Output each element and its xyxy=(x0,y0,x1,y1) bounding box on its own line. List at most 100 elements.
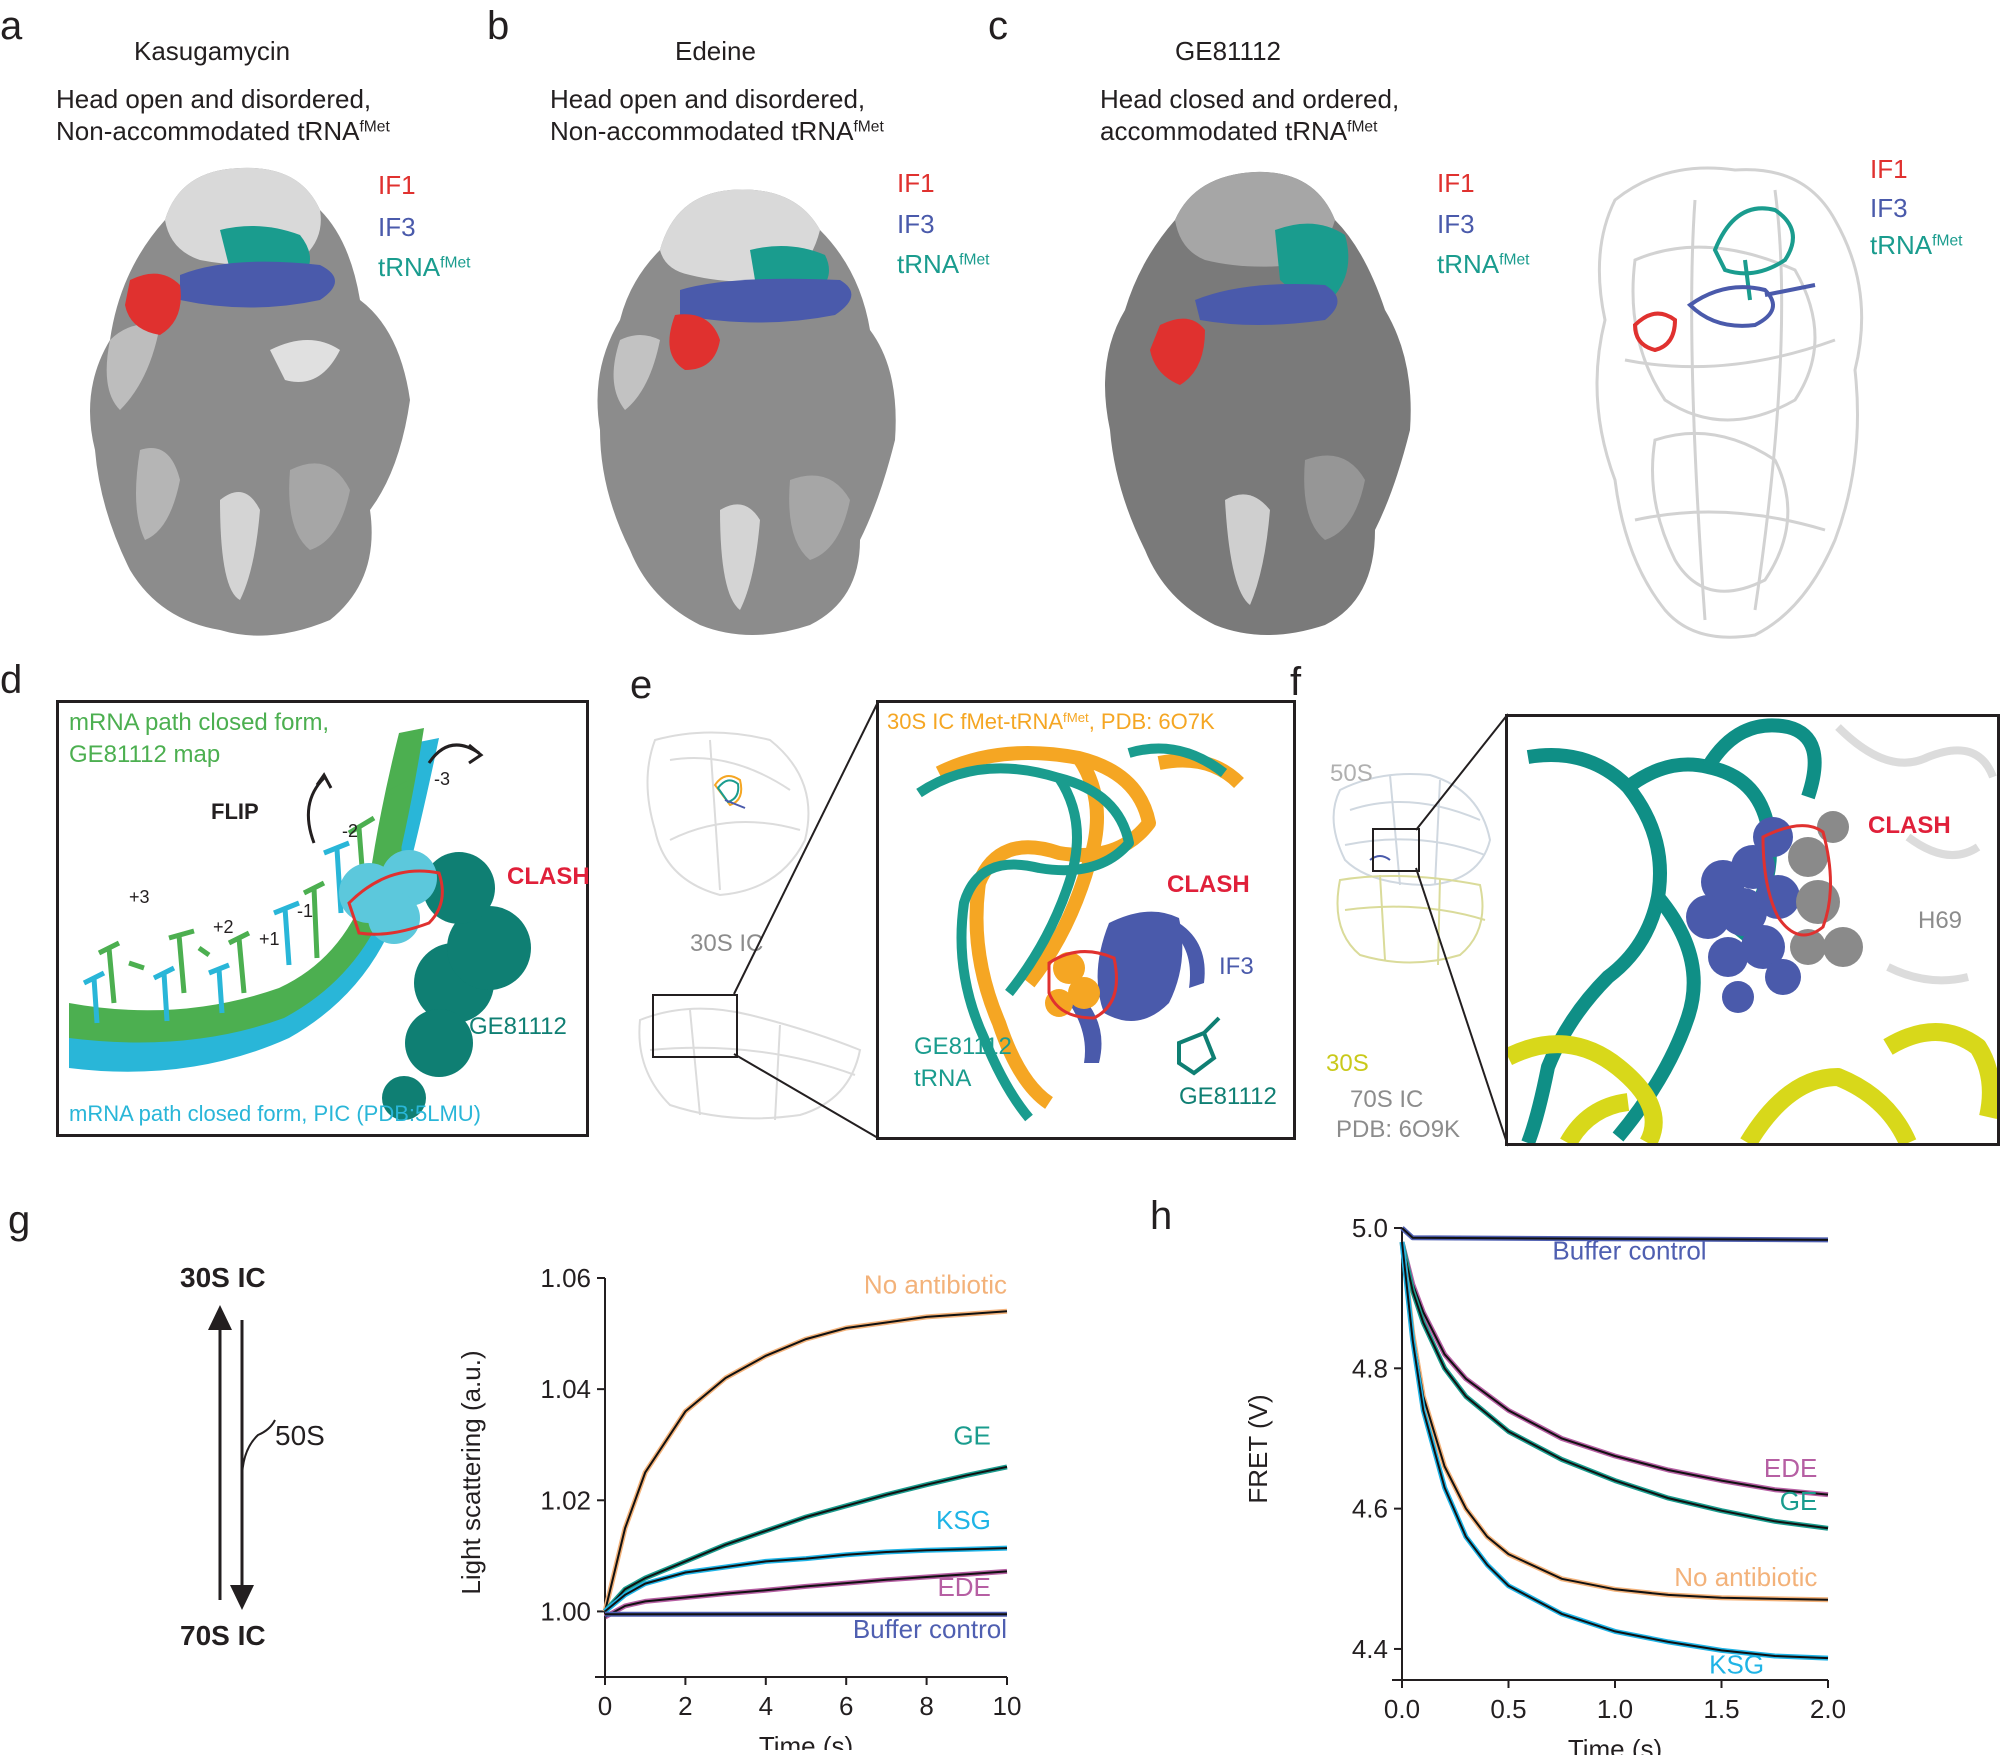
y-tick-label: 1.06 xyxy=(540,1263,591,1293)
fit-line-ksg xyxy=(1401,1241,1829,1660)
panel-a-density-map xyxy=(90,167,410,636)
fit-line-no-antibiotic xyxy=(604,1310,1008,1612)
panel-a-if1-label: IF1 xyxy=(378,170,416,200)
series-line-no-antibiotic xyxy=(602,1308,1008,1612)
panel-g-top-label: 30S IC xyxy=(180,1262,266,1293)
x-tick-label: 2 xyxy=(678,1691,692,1721)
panel-c-trna-label: tRNAfMet xyxy=(1437,249,1530,279)
x-axis-label: Time (s) xyxy=(1568,1734,1662,1755)
panel-e-zoom-box xyxy=(652,994,738,1058)
x-tick-label: 0.0 xyxy=(1384,1694,1420,1724)
panel-b-line2: Non-accommodated tRNAfMet xyxy=(550,116,884,146)
series-line-ksg xyxy=(1399,1241,1829,1661)
x-tick-label: 10 xyxy=(993,1691,1022,1721)
panel-e-ge-trna-label-2: tRNA xyxy=(914,1065,972,1092)
panel-b-density-map xyxy=(597,189,896,635)
panel-e-box: 30S IC fMet-tRNAfMet, PDB: 6O7K CLASH IF… xyxy=(876,700,1296,1140)
panel-e-if3-label: IF3 xyxy=(1219,953,1254,980)
panel-a-if3-label: IF3 xyxy=(378,212,416,242)
panel-c-if3-label: IF3 xyxy=(1437,209,1475,239)
panel-f-30s-label: 30S xyxy=(1326,1050,1369,1077)
panel-b-trna-label: tRNAfMet xyxy=(897,249,990,279)
x-tick-label: 4 xyxy=(759,1691,773,1721)
panel-c-title: GE81112 xyxy=(1175,36,1282,66)
series-label-ge: GE xyxy=(953,1421,991,1451)
panel-d-pos-n3: -3 xyxy=(434,769,451,789)
panel-d-flip-label: FLIP xyxy=(211,799,259,824)
panel-d-pos-p2: +2 xyxy=(213,917,234,937)
y-tick-label: 4.6 xyxy=(1352,1494,1388,1524)
panel-c-line1: Head closed and ordered, xyxy=(1100,84,1400,114)
y-axis-label: Light scattering (a.u.) xyxy=(456,1350,486,1594)
y-tick-label: 4.8 xyxy=(1352,1353,1388,1383)
panel-e-ge-trna-label-1: GE81112 xyxy=(914,1033,1012,1060)
panel-b-line1: Head open and disordered, xyxy=(550,84,866,114)
panel-e-letter: e xyxy=(630,663,653,707)
panel-f-70s-ic-label: 70S IC xyxy=(1350,1086,1424,1113)
panel-f-zoom-box xyxy=(1372,828,1420,872)
x-tick-label: 2.0 xyxy=(1810,1694,1845,1724)
panel-c-letter: c xyxy=(988,4,1008,48)
panel-f-50s-label: 50S xyxy=(1330,760,1373,787)
y-tick-label: 1.00 xyxy=(540,1596,591,1626)
panel-c-ribbon-if1-label: IF1 xyxy=(1870,154,1908,184)
panel-e-ge-label: GE81112 xyxy=(1179,1083,1277,1110)
x-tick-label: 6 xyxy=(839,1691,853,1721)
panel-e-30s-ic-label: 30S IC xyxy=(690,930,764,957)
series-label-buffer-control: Buffer control xyxy=(853,1614,1007,1644)
panel-d-pos-p3: +3 xyxy=(129,887,150,907)
panel-c-ribbon-if3-label: IF3 xyxy=(1870,193,1908,223)
panel-e-trna-overlay xyxy=(916,743,1244,1122)
x-tick-label: 0.5 xyxy=(1490,1694,1526,1724)
fit-line-ede xyxy=(604,1570,1008,1618)
panel-d-green-label-1: mRNA path closed form, xyxy=(69,709,330,736)
panel-g-scheme xyxy=(208,1305,276,1610)
fit-line-no-antibiotic xyxy=(1401,1241,1829,1601)
panel-g-50s-label: 50S xyxy=(275,1420,325,1451)
y-axis-label: FRET (V) xyxy=(1245,1394,1273,1503)
series-label-no-antibiotic: No antibiotic xyxy=(864,1270,1007,1300)
panel-h-fret-chart: 0.0 0.5 1.0 1.5 2.0 4.4 4.6 4.8 5.0 Time (s) FRET … xyxy=(1245,1213,1845,1755)
panel-d-pos-p1: +1 xyxy=(259,929,280,949)
panel-f-box: CLASH H69 xyxy=(1505,714,2000,1146)
fit-line-ede xyxy=(1401,1241,1829,1496)
panel-a-line1: Head open and disordered, xyxy=(56,84,372,114)
fit-line-ge xyxy=(604,1465,1008,1613)
panel-g-light-scattering-chart: 0 2 4 6 8 10 1.00 1.02 1.04 1.06 Time (s) Light sca… xyxy=(456,1263,1022,1750)
panel-a-line2: Non-accommodated tRNAfMet xyxy=(56,116,390,146)
panel-d-pos-n2: -2 xyxy=(342,821,359,841)
panel-b-title: Edeine xyxy=(675,36,756,66)
panel-g-bottom-label: 70S IC xyxy=(180,1620,266,1651)
series-label-ksg: KSG xyxy=(936,1505,991,1535)
panel-d-ge-label: GE81112 xyxy=(469,1013,567,1040)
series-line-no-antibiotic xyxy=(1399,1241,1829,1603)
panel-c-line2: accommodated tRNAfMet xyxy=(1100,116,1378,146)
panel-d-pos-n1: -1 xyxy=(297,901,314,921)
panel-a-title: Kasugamycin xyxy=(134,36,291,66)
panel-a-trna-label: tRNAfMet xyxy=(378,252,471,282)
panel-d-clash-label: CLASH xyxy=(507,863,590,890)
panel-c-ribbon-model xyxy=(1595,166,1864,639)
panel-c-ribbon-trna-label: tRNAfMet xyxy=(1870,230,1963,260)
panel-e-clash-label: CLASH xyxy=(1167,871,1250,898)
y-tick-label: 1.04 xyxy=(540,1374,591,1404)
x-tick-label: 0 xyxy=(598,1691,612,1721)
panel-h-letter: h xyxy=(1150,1194,1173,1238)
y-tick-label: 1.02 xyxy=(540,1485,591,1515)
y-tick-label: 5.0 xyxy=(1352,1213,1388,1243)
panel-f-clash-label: CLASH xyxy=(1868,812,1951,839)
fit-line-buffer-control xyxy=(1401,1227,1829,1241)
series-label-ge: GE xyxy=(1780,1486,1818,1516)
panel-b-letter: b xyxy=(487,4,510,48)
panel-c-if1-label: IF1 xyxy=(1437,168,1475,198)
series-label-ede: EDE xyxy=(1764,1453,1817,1483)
panel-e-header: 30S IC fMet-tRNAfMet, PDB: 6O7K xyxy=(887,709,1215,734)
panel-c-density-map xyxy=(1105,171,1411,635)
fit-line-ksg xyxy=(604,1547,1008,1613)
panel-g-letter: g xyxy=(8,1198,31,1242)
x-tick-label: 1.0 xyxy=(1597,1694,1633,1724)
panel-b-if1-label: IF1 xyxy=(897,168,935,198)
x-tick-label: 8 xyxy=(919,1691,933,1721)
series-label-no-antibiotic: No antibiotic xyxy=(1674,1562,1817,1592)
panel-e-zoom-lines xyxy=(733,701,879,1139)
